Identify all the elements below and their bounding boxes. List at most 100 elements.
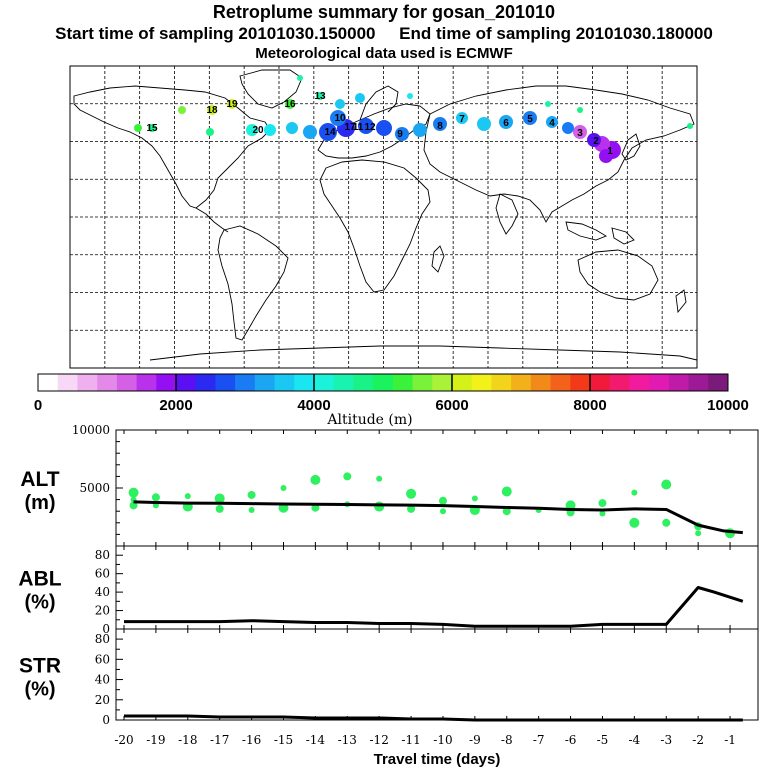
altitude-point <box>407 504 416 513</box>
plume-marker <box>134 124 142 132</box>
colorbar-swatch <box>38 374 59 391</box>
plume-day-label: 12 <box>364 122 376 133</box>
altitude-point <box>248 507 255 514</box>
x-tick-label: -9 <box>469 733 481 747</box>
x-tick-label: -7 <box>533 733 545 747</box>
plume-day-label: 19 <box>226 99 238 110</box>
colorbar-tick-label: 0 <box>34 397 42 414</box>
y-tick-label: 80 <box>95 632 110 646</box>
altitude-point <box>374 501 385 512</box>
plume-day-label: 14 <box>324 127 336 138</box>
plume-day-label: 17 <box>344 122 356 133</box>
x-tick-label: -5 <box>597 733 609 747</box>
altitude-point <box>629 517 640 528</box>
x-tick-label: -6 <box>565 733 577 747</box>
plume-marker <box>587 133 601 147</box>
x-tick-label: -19 <box>146 733 165 747</box>
colorbar-swatch <box>314 374 335 391</box>
plume-marker <box>206 128 214 136</box>
y-tick-label: 20 <box>95 693 110 707</box>
x-tick-label: -13 <box>338 733 357 747</box>
y-tick-label: 40 <box>95 585 110 599</box>
plume-marker <box>456 112 468 124</box>
y-tick-label: 0 <box>102 713 110 727</box>
plume-marker <box>285 99 295 109</box>
panel-frame <box>115 628 759 721</box>
plume-marker <box>286 122 298 134</box>
plume-day-label: 7 <box>459 114 465 125</box>
altitude-point <box>343 472 352 481</box>
y-tick-label: 20 <box>95 604 110 618</box>
y-tick-label: 0 <box>102 622 110 636</box>
altitude-colorbar: 0 2000 4000 6000 8000 10000 <box>34 373 749 414</box>
altitude-point <box>661 479 672 490</box>
x-tick-label: -8 <box>501 733 513 747</box>
plume-marker <box>687 123 693 129</box>
colorbar-swatch <box>688 374 709 391</box>
x-tick-label: -20 <box>114 733 133 747</box>
altitude-point <box>695 530 702 537</box>
colorbar-swatch <box>57 374 78 391</box>
x-axis-label: Travel time (days) <box>374 751 501 768</box>
plume-day-label: 20 <box>252 125 264 136</box>
altitude-point <box>184 493 191 500</box>
plume-day-label: 3 <box>577 128 583 139</box>
colorbar-swatch <box>176 374 197 391</box>
plume-marker <box>395 127 409 141</box>
plume-marker <box>246 124 258 136</box>
altitude-point <box>502 507 511 516</box>
altitude-point <box>599 510 606 517</box>
plume-day-label: 6 <box>503 118 509 129</box>
str-series-line <box>124 714 743 722</box>
panel-frame <box>115 429 759 547</box>
plume-marker <box>577 107 583 113</box>
colorbar-swatch <box>136 374 157 391</box>
colorbar-swatch <box>530 374 552 391</box>
panel-ylabel-unit: (m) <box>24 492 55 514</box>
x-tick-label: -10 <box>433 733 452 747</box>
plume-marker <box>316 92 324 100</box>
colorbar-tick-label: 6000 <box>435 397 468 414</box>
colorbar-swatch <box>97 374 118 391</box>
colorbar-swatch <box>649 374 670 391</box>
x-tick-label: -4 <box>629 733 641 747</box>
plume-marker <box>407 93 413 99</box>
plume-marker <box>358 118 374 134</box>
panel-ylabel: ABL <box>18 568 61 591</box>
colorbar-swatch <box>215 374 236 391</box>
colorbar-tick-label: 8000 <box>573 397 606 414</box>
colorbar-swatch <box>511 374 532 391</box>
abl-series-line <box>124 586 744 628</box>
plume-day-label: 10 <box>334 113 346 124</box>
plume-marker <box>433 117 447 131</box>
panel-frame <box>115 545 759 630</box>
x-tick-label: -3 <box>660 733 672 747</box>
plume-day-label: 11 <box>353 122 364 133</box>
colorbar-swatch <box>452 374 473 391</box>
panel-ylabel-unit: (%) <box>24 679 55 701</box>
colorbar-swatch <box>294 374 315 391</box>
colorbar-tick-label: 4000 <box>297 397 330 414</box>
colorbar-swatch <box>412 374 433 391</box>
x-tick-label: -14 <box>306 733 326 747</box>
x-tick-label: -18 <box>178 733 197 747</box>
x-tick-label: -11 <box>401 733 420 747</box>
colorbar-swatch <box>116 374 138 391</box>
colorbar-frame <box>37 373 729 392</box>
altitude-point <box>247 490 256 499</box>
colorbar-tick-label: 10000 <box>707 397 749 414</box>
alt-series-line <box>133 500 743 535</box>
colorbar-swatch <box>373 374 394 391</box>
altitude-point <box>471 495 478 502</box>
plume-marker <box>376 120 392 136</box>
plume-day-label: 18 <box>206 105 218 116</box>
colorbar-label: Altitude (m) <box>326 412 412 428</box>
colorbar-swatch <box>195 374 216 391</box>
panel-ylabel: ALT <box>20 468 59 491</box>
altitude-point <box>214 493 225 504</box>
altitude-point <box>215 504 224 513</box>
colorbar-swatch <box>471 374 492 391</box>
colorbar-swatch <box>432 374 453 391</box>
